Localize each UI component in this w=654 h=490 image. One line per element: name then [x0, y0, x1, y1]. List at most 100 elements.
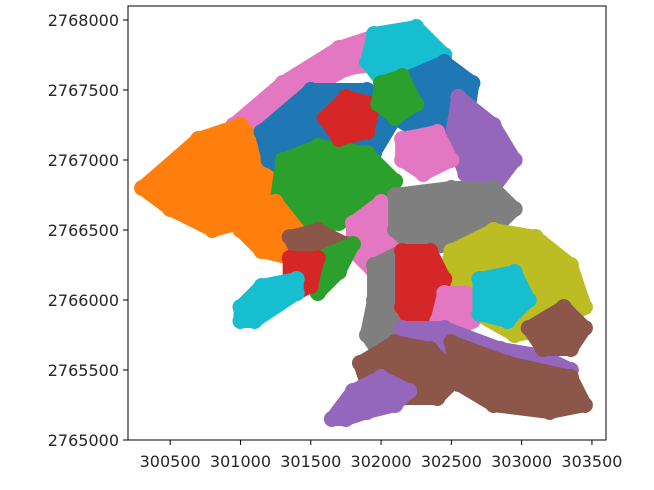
data-point — [436, 271, 453, 287]
data-point — [457, 285, 474, 301]
data-point — [394, 131, 411, 147]
data-point — [443, 152, 460, 168]
data-point — [359, 124, 375, 140]
data-point — [506, 152, 523, 168]
data-point — [387, 187, 404, 203]
data-point — [232, 299, 249, 315]
data-point — [351, 355, 368, 371]
data-point — [499, 355, 516, 371]
y-tick-label: 2767500 — [48, 81, 119, 100]
data-point — [429, 124, 446, 140]
data-point — [408, 96, 425, 112]
data-point — [562, 341, 579, 357]
data-point — [576, 397, 593, 413]
data-point — [506, 327, 523, 343]
data-point — [373, 369, 390, 385]
x-tick-label: 302500 — [421, 452, 482, 471]
data-point — [443, 243, 460, 259]
data-point — [302, 82, 319, 98]
y-tick-label: 2766000 — [48, 291, 119, 310]
data-point — [366, 257, 383, 273]
data-point — [359, 54, 375, 70]
data-point — [576, 320, 593, 336]
data-point — [457, 166, 474, 182]
data-point — [562, 257, 579, 273]
data-point — [288, 271, 305, 287]
point-clusters — [134, 19, 593, 427]
data-point — [274, 75, 291, 91]
data-point — [562, 369, 579, 385]
data-point — [506, 264, 523, 280]
data-point — [232, 222, 249, 238]
data-point — [359, 327, 375, 343]
data-point — [281, 250, 298, 266]
axes: 300500 301000 301500 302000 302500 303000 3035… — [48, 5, 622, 471]
data-point — [387, 334, 404, 350]
data-point — [330, 40, 347, 56]
data-point — [253, 124, 270, 140]
x-tick-label: 301500 — [280, 452, 341, 471]
data-point — [394, 320, 411, 336]
data-point — [316, 110, 333, 126]
data-point — [253, 243, 270, 259]
data-point — [450, 89, 467, 105]
data-point — [260, 152, 277, 168]
data-point — [408, 19, 425, 35]
data-point — [330, 215, 347, 231]
data-point — [394, 152, 411, 168]
data-point — [253, 278, 270, 294]
data-point — [359, 145, 375, 161]
data-point — [436, 320, 453, 336]
data-point — [520, 320, 537, 336]
data-point — [387, 397, 404, 413]
y-tick-label: 2765000 — [48, 431, 119, 450]
data-point — [422, 243, 439, 259]
data-point — [555, 299, 572, 315]
data-point — [429, 390, 446, 406]
data-point — [576, 299, 593, 315]
data-point — [485, 397, 502, 413]
data-point — [387, 173, 404, 189]
data-point — [288, 285, 305, 301]
data-point — [337, 89, 354, 105]
data-point — [373, 75, 390, 91]
data-point — [232, 194, 249, 210]
data-point — [302, 278, 319, 294]
data-point — [190, 131, 207, 147]
data-point — [485, 117, 502, 133]
data-point — [281, 229, 298, 245]
data-point — [134, 180, 151, 196]
data-point — [204, 222, 221, 238]
x-tick-label: 300500 — [140, 452, 201, 471]
y-tick-label: 2768000 — [48, 11, 119, 30]
data-point — [394, 299, 411, 315]
data-point — [337, 61, 354, 77]
data-point — [232, 313, 249, 329]
data-point — [471, 306, 488, 322]
data-point — [436, 54, 453, 70]
data-point — [344, 236, 361, 252]
y-tick-label: 2766500 — [48, 221, 119, 240]
data-point — [309, 222, 326, 238]
data-point — [359, 82, 375, 98]
data-point — [506, 201, 523, 217]
y-tick-label: 2767000 — [48, 151, 119, 170]
data-point — [309, 138, 326, 154]
data-point — [541, 404, 558, 420]
data-point — [337, 411, 354, 427]
data-point — [527, 229, 544, 245]
data-point — [366, 292, 383, 308]
data-point — [366, 26, 383, 42]
data-point — [359, 404, 375, 420]
data-point — [422, 341, 439, 357]
data-point — [401, 383, 418, 399]
x-tick-label: 301000 — [210, 452, 271, 471]
data-point — [485, 180, 502, 196]
data-point — [323, 411, 340, 427]
data-point — [464, 75, 481, 91]
data-point — [443, 334, 460, 350]
data-point — [387, 222, 404, 238]
x-tick-label: 303000 — [491, 452, 552, 471]
data-point — [162, 201, 179, 217]
